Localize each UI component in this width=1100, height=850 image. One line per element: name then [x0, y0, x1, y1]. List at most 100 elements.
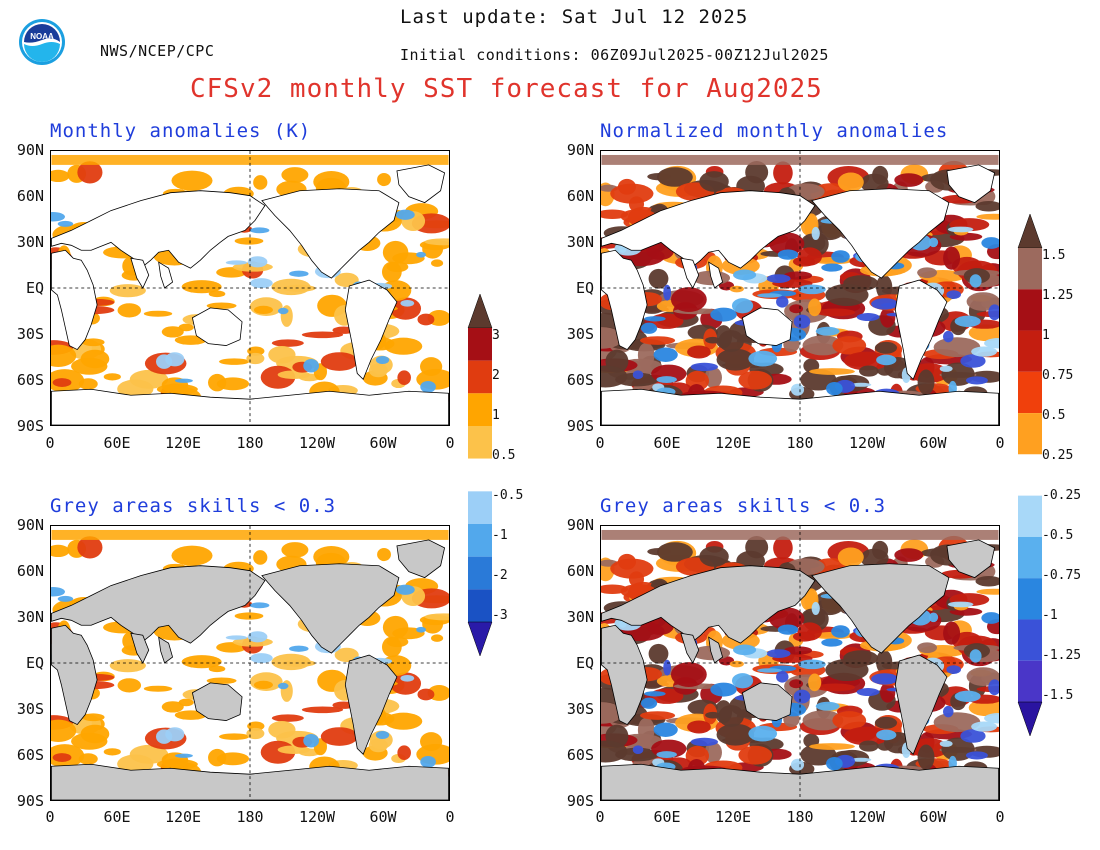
last-update: Last update: Sat Jul 12 2025 [400, 6, 749, 28]
lat-label: 60S [16, 746, 44, 764]
colorbar-swatch [1018, 454, 1042, 496]
colorbar-right-label: -1.25 [1042, 648, 1082, 663]
colorbar-bottom-arrow [1017, 701, 1043, 737]
agency-label: NWS/NCEP/CPC [100, 42, 215, 60]
colorbar-swatch [1018, 248, 1042, 290]
colorbar-right-label: 0.25 [1042, 448, 1074, 463]
colorbar-bottom-arrow [467, 621, 493, 657]
colorbar-swatch [468, 328, 492, 361]
colorbar-left-label: -0.5 [492, 488, 524, 503]
colorbar-right-label: 1.5 [1042, 248, 1066, 263]
lon-label: 60W [919, 808, 947, 826]
lon-label: 60E [103, 808, 131, 826]
colorbar-swatch [468, 360, 492, 394]
lat-label: 90N [16, 141, 44, 159]
lat-label: 90N [16, 516, 44, 534]
lat-label: 60S [16, 371, 44, 389]
map-top-left-svg [51, 151, 449, 425]
lon-label: 60W [369, 808, 397, 826]
lat-label: 60S [566, 371, 594, 389]
lon-label: 120W [848, 808, 886, 826]
lon-label: 120W [298, 808, 336, 826]
colorbar-left-label: 3 [492, 328, 500, 343]
lon-label: 0 [595, 434, 605, 452]
colorbar-left-label: 2 [492, 368, 500, 383]
lat-label: 90S [566, 792, 594, 810]
lat-label: 60N [16, 187, 44, 205]
land-mask [51, 539, 449, 800]
colorbar-swatch [1018, 330, 1042, 372]
colorbar-right-label: -0.25 [1042, 488, 1082, 503]
colorbar-swatch [1018, 371, 1042, 414]
lon-label: 60E [653, 434, 681, 452]
initial-conditions: Initial conditions: 06Z09Jul2025-00Z12Ju… [400, 46, 829, 64]
map-top-right [600, 150, 1000, 426]
lon-label: 60E [653, 808, 681, 826]
colorbar-swatch [468, 393, 492, 426]
colorbar-right-label: 1.25 [1042, 288, 1074, 303]
map-top-right-svg [601, 151, 999, 425]
lon-label: 180 [786, 808, 814, 826]
colorbar-swatch [1018, 495, 1042, 537]
colorbar-swatch [468, 458, 492, 492]
lat-label: 90N [566, 141, 594, 159]
main-title: CFSv2 monthly SST forecast for Aug2025 [190, 74, 823, 104]
lon-label: 120E [164, 434, 202, 452]
lon-label: 60E [103, 434, 131, 452]
map-bottom-right-svg [601, 526, 999, 800]
lat-label: 90S [16, 792, 44, 810]
lat-label: 60N [566, 187, 594, 205]
lat-label: EQ [25, 654, 44, 672]
lon-label: 0 [995, 434, 1005, 452]
lon-label: 0 [445, 434, 455, 452]
colorbar-right-label: 0.5 [1042, 408, 1066, 423]
lat-label: 30N [566, 608, 594, 626]
colorbar-top-arrow [467, 293, 493, 329]
colorbar-swatch [1018, 578, 1042, 620]
lat-label: 90S [16, 417, 44, 435]
colorbar-swatch [468, 589, 492, 622]
colorbar-swatch [468, 556, 492, 590]
panel-title-bottom-left: Grey areas skills < 0.3 [50, 495, 337, 517]
lon-label: 120E [714, 808, 752, 826]
lon-label: 0 [995, 808, 1005, 826]
lat-label: 60S [566, 746, 594, 764]
lat-label: EQ [575, 654, 594, 672]
colorbar-swatch [1018, 289, 1042, 331]
noaa-logo: NOAA [18, 18, 66, 66]
colorbar-swatch [468, 426, 492, 459]
colorbar-left-label: -2 [492, 568, 508, 583]
colorbar-left-label: 0.5 [492, 448, 516, 463]
lat-label: 30S [566, 700, 594, 718]
lon-label: 0 [45, 808, 55, 826]
lat-label: 60N [16, 562, 44, 580]
colorbar-left-svg [467, 293, 493, 657]
colorbar-right-label: 1 [1042, 328, 1050, 343]
lon-label: 60W [919, 434, 947, 452]
lat-label: 30S [566, 325, 594, 343]
noaa-logo-text: NOAA [30, 32, 54, 41]
colorbar-top-arrow [1017, 213, 1043, 249]
colorbar-swatch [1018, 619, 1042, 661]
colorbar-swatch [1018, 536, 1042, 579]
lat-label: 30N [16, 233, 44, 251]
map-bottom-left-svg [51, 526, 449, 800]
lat-label: EQ [575, 279, 594, 297]
colorbar-left-label: -3 [492, 608, 508, 623]
lon-label: 180 [786, 434, 814, 452]
lon-label: 120W [298, 434, 336, 452]
colorbar-right [1016, 213, 1044, 737]
lat-label: 90N [566, 516, 594, 534]
lon-label: 0 [45, 434, 55, 452]
panel-title-top-left: Monthly anomalies (K) [50, 120, 312, 142]
lat-label: 30N [16, 608, 44, 626]
lon-label: 60W [369, 434, 397, 452]
lat-label: 30N [566, 233, 594, 251]
land-mask [51, 164, 449, 425]
colorbar-right-svg [1017, 213, 1043, 737]
colorbar-right-label: -1.5 [1042, 688, 1074, 703]
colorbar-swatch [1018, 660, 1042, 702]
lat-label: EQ [25, 279, 44, 297]
colorbar-swatch [1018, 413, 1042, 455]
panel-title-bottom-right: Grey areas skills < 0.3 [600, 495, 887, 517]
